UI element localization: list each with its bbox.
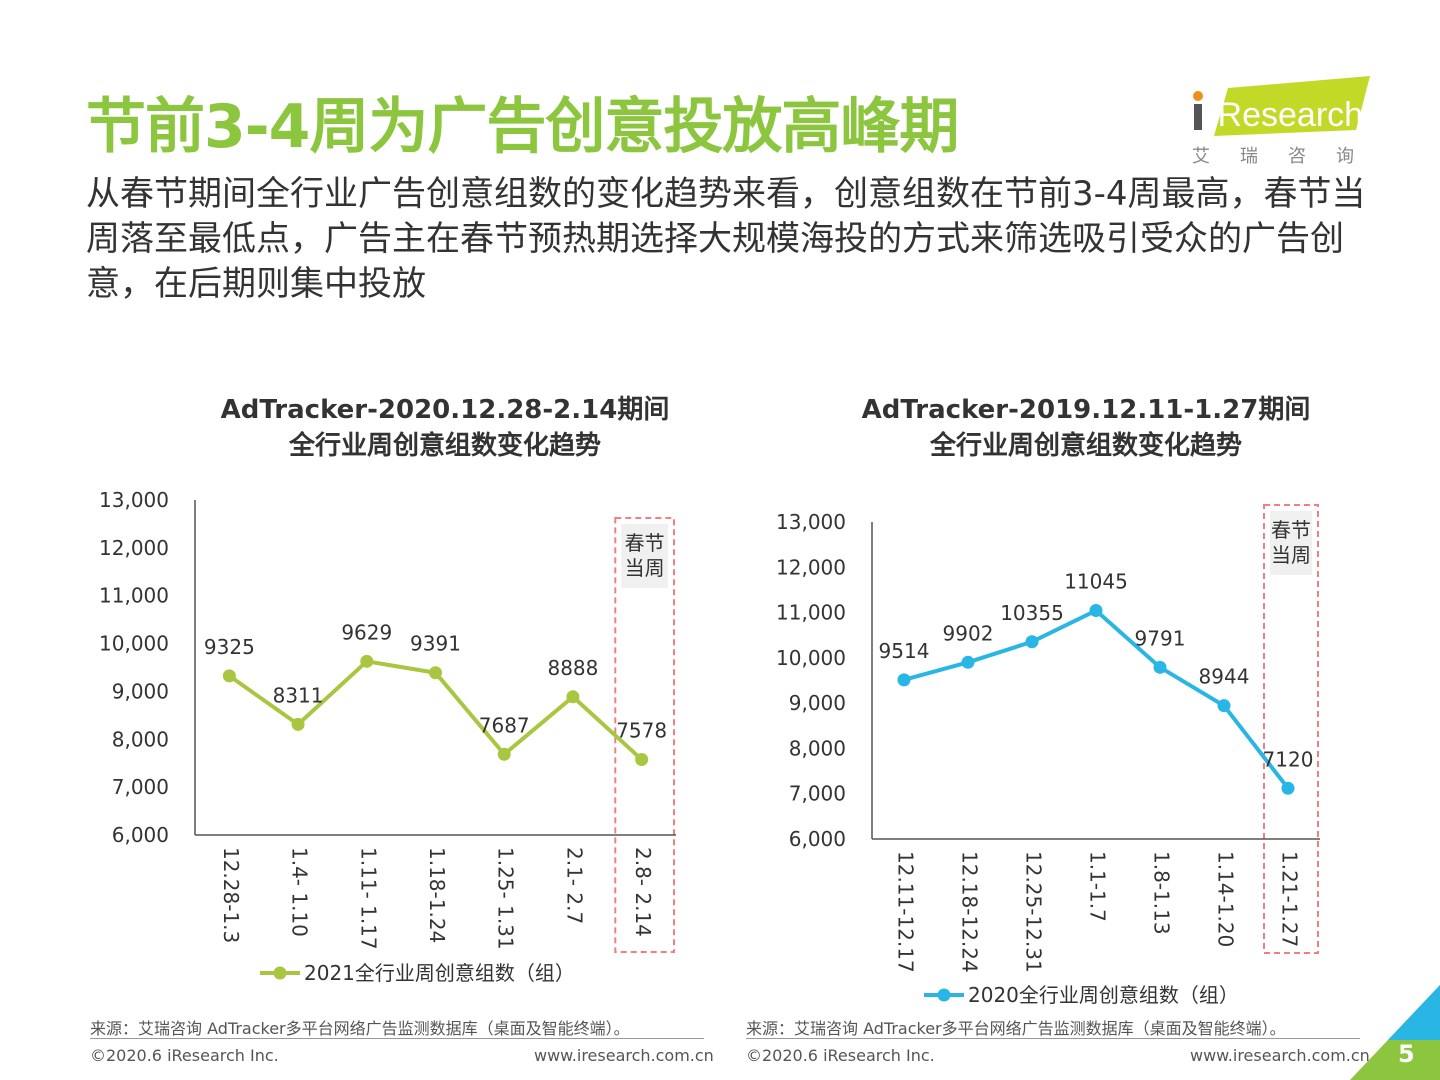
x-tick-label: 1.8-1.13 bbox=[1150, 851, 1174, 935]
data-label: 8311 bbox=[273, 683, 324, 707]
x-tick-label: 12.25-12.31 bbox=[1022, 851, 1046, 973]
y-tick-label: 13,000 bbox=[776, 510, 846, 534]
y-tick-label: 13,000 bbox=[99, 488, 169, 512]
data-label: 9902 bbox=[943, 621, 994, 645]
data-label: 9514 bbox=[879, 639, 930, 663]
page-number: 5 bbox=[1398, 1040, 1415, 1068]
y-tick-label: 11,000 bbox=[776, 601, 846, 625]
x-tick-label: 12.18-12.24 bbox=[958, 851, 982, 973]
y-tick-label: 6,000 bbox=[789, 827, 846, 851]
y-tick-label: 9,000 bbox=[112, 679, 169, 703]
footer-website-left: www.iresearch.com.cn bbox=[534, 1046, 714, 1065]
chart-2-title-line2: 全行业周创意组数变化趋势 bbox=[929, 431, 1242, 461]
highlight-label-line2: 当周 bbox=[625, 556, 665, 580]
chart-1-source: 来源：艾瑞咨询 AdTracker多平台网络广告监测数据库（桌面及智能终端）。 bbox=[90, 1019, 630, 1038]
data-point bbox=[1025, 635, 1039, 649]
data-point bbox=[1217, 699, 1231, 713]
y-tick-label: 10,000 bbox=[776, 646, 846, 670]
chart-2-source: 来源：艾瑞咨询 AdTracker多平台网络广告监测数据库（桌面及智能终端）。 bbox=[746, 1019, 1286, 1038]
x-tick-label: 1.4- 1.10 bbox=[288, 847, 312, 937]
y-tick-label: 10,000 bbox=[99, 632, 169, 656]
page-subtitle: 从春节期间全行业广告创意组数的变化趋势来看，创意组数在节前3-4周最高，春节当周… bbox=[86, 174, 1366, 304]
data-point bbox=[429, 666, 442, 680]
x-tick-label: 1.11- 1.17 bbox=[356, 847, 380, 950]
legend-marker bbox=[273, 966, 287, 980]
footer-copyright-left: ©2020.6 iResearch Inc. bbox=[90, 1046, 279, 1065]
highlight-label-line1: 春节 bbox=[625, 531, 665, 555]
chart-2-title-line1: AdTracker-2019.12.11-1.27期间 bbox=[861, 395, 1311, 425]
data-label: 9791 bbox=[1135, 626, 1186, 650]
highlight-label-line2: 当周 bbox=[1271, 543, 1311, 567]
data-label: 11045 bbox=[1064, 570, 1128, 594]
y-tick-label: 7,000 bbox=[789, 782, 846, 806]
x-tick-label: 1.21-1.27 bbox=[1278, 851, 1302, 947]
data-point bbox=[897, 673, 911, 687]
y-tick-label: 12,000 bbox=[776, 555, 846, 579]
x-tick-label: 1.1-1.7 bbox=[1086, 851, 1110, 922]
y-tick-label: 6,000 bbox=[112, 823, 169, 847]
data-point bbox=[566, 690, 580, 704]
y-tick-label: 12,000 bbox=[99, 536, 169, 560]
footer-website-right: www.iresearch.com.cn bbox=[1190, 1046, 1370, 1065]
data-label: 7120 bbox=[1263, 747, 1314, 771]
y-tick-label: 7,000 bbox=[112, 775, 169, 799]
data-label: 9391 bbox=[410, 632, 461, 656]
footer-divider-left bbox=[90, 1038, 704, 1039]
y-tick-label: 8,000 bbox=[112, 727, 169, 751]
highlight-label-bg bbox=[621, 524, 668, 588]
iresearch-logo: iResearch 艾瑞咨询 bbox=[1188, 74, 1384, 167]
x-tick-label: 1.25- 1.31 bbox=[494, 847, 518, 950]
data-point bbox=[1153, 660, 1167, 674]
data-point bbox=[360, 654, 374, 668]
highlight-label-line1: 春节 bbox=[1271, 518, 1311, 542]
chart-2-title: AdTracker-2019.12.11-1.27期间 全行业周创意组数变化趋势 bbox=[836, 392, 1336, 464]
logo-text: iResearch bbox=[1210, 96, 1363, 134]
chart-1-title: AdTracker-2020.12.28-2.14期间 全行业周创意组数变化趋势 bbox=[195, 392, 695, 464]
data-label: 8888 bbox=[547, 656, 598, 680]
data-label: 7578 bbox=[616, 718, 667, 742]
footer-divider-right bbox=[746, 1038, 1360, 1039]
highlight-box bbox=[614, 517, 675, 953]
data-label: 10355 bbox=[1000, 601, 1064, 625]
y-tick-label: 9,000 bbox=[789, 691, 846, 715]
legend-label: 2020全行业周创意组数（组） bbox=[968, 983, 1239, 1007]
highlight-label-bg bbox=[1270, 511, 1312, 575]
legend-marker bbox=[937, 988, 951, 1002]
chart-1-title-line1: AdTracker-2020.12.28-2.14期间 bbox=[220, 395, 670, 425]
footer-copyright-right: ©2020.6 iResearch Inc. bbox=[746, 1046, 935, 1065]
data-point bbox=[291, 717, 305, 731]
x-tick-label: 12.11-12.17 bbox=[894, 851, 918, 973]
data-point bbox=[1281, 781, 1295, 795]
legend-label: 2021全行业周创意组数（组） bbox=[304, 961, 575, 985]
x-tick-label: 2.8- 2.14 bbox=[631, 847, 655, 937]
data-label: 9629 bbox=[341, 620, 392, 644]
y-tick-label: 8,000 bbox=[789, 736, 846, 760]
x-tick-label: 1.18-1.24 bbox=[425, 847, 449, 943]
page-title: 节前3-4周为广告创意投放高峰期 bbox=[86, 92, 959, 162]
data-point bbox=[961, 655, 975, 669]
data-point bbox=[222, 669, 236, 683]
data-label: 7687 bbox=[479, 713, 530, 737]
data-label: 9325 bbox=[204, 635, 255, 659]
data-label: 8944 bbox=[1199, 665, 1250, 689]
data-point bbox=[635, 752, 649, 766]
x-tick-label: 2.1- 2.7 bbox=[562, 847, 586, 924]
data-point bbox=[1089, 604, 1103, 618]
y-tick-label: 11,000 bbox=[99, 584, 169, 608]
highlight-box bbox=[1263, 504, 1319, 954]
x-tick-label: 1.14-1.20 bbox=[1214, 851, 1238, 947]
x-tick-label: 12.28-1.3 bbox=[219, 847, 243, 943]
logo-subtext: 艾瑞咨询 bbox=[1192, 146, 1384, 167]
data-point bbox=[497, 747, 511, 761]
logo-graphic: iResearch bbox=[1193, 76, 1370, 136]
chart-1-title-line2: 全行业周创意组数变化趋势 bbox=[288, 431, 601, 461]
chart-1: 春节当周 13,000 12,000 11,000 10,000 9,000 8,000 7,… bbox=[99, 488, 676, 985]
